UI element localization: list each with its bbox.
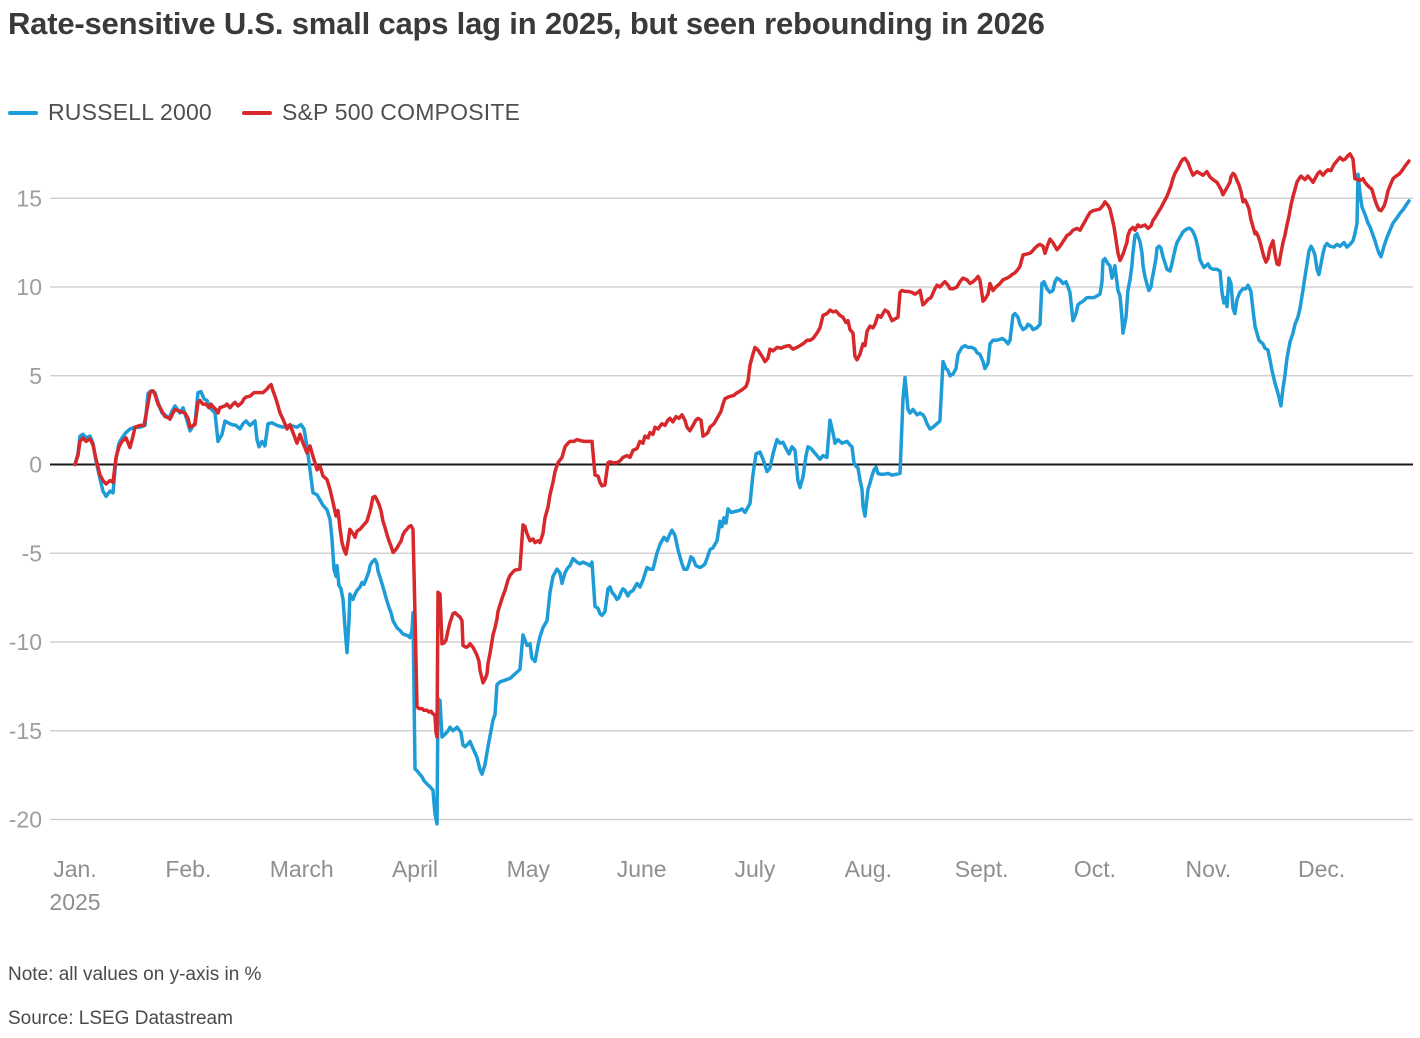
chart-note: Note: all values on y-axis in %	[8, 964, 262, 985]
y-tick-label: 5	[29, 363, 42, 389]
legend-item-sp500-composite: S&P 500 COMPOSITE	[241, 99, 521, 126]
series-line-s-p-500-composite	[73, 152, 1411, 739]
y-tick-label: 15	[16, 185, 42, 211]
russell-2000-line-swatch-icon	[8, 110, 38, 115]
x-tick-label: Jan.	[53, 856, 96, 882]
x-tick-label: Nov.	[1186, 856, 1232, 882]
legend-item-russell-2000: RUSSELL 2000	[8, 99, 212, 126]
x-tick-label: Sept.	[955, 856, 1009, 882]
x-axis-year-label: 2025	[49, 889, 100, 915]
y-tick-label: -10	[9, 629, 42, 655]
x-tick-label: July	[735, 856, 776, 882]
x-tick-label: Feb.	[165, 856, 211, 882]
x-tick-label: Aug.	[845, 856, 892, 882]
legend-label-russell-2000: RUSSELL 2000	[48, 99, 212, 125]
chart-source: Source: LSEG Datastream	[8, 1008, 233, 1029]
y-tick-label: 0	[29, 452, 42, 478]
x-tick-label: March	[270, 856, 334, 882]
x-tick-label: Dec.	[1298, 856, 1345, 882]
x-tick-label: April	[392, 856, 438, 882]
chart-title: Rate-sensitive U.S. small caps lag in 20…	[8, 6, 1045, 41]
sp500-line-swatch-icon	[241, 110, 272, 115]
chart-legend: RUSSELL 2000 S&P 500 COMPOSITE	[8, 99, 520, 126]
x-tick-labels: Jan. Feb. March April May June July Aug. Sept. Oc…	[49, 856, 1345, 915]
legend-label-sp500-composite: S&P 500 COMPOSITE	[281, 99, 521, 125]
y-tick-label: -5	[22, 540, 42, 566]
x-tick-label: Oct.	[1074, 856, 1116, 882]
y-tick-label: -15	[9, 718, 42, 744]
series-line-russell-2000	[73, 172, 1411, 826]
y-gridlines	[50, 197, 1413, 821]
y-tick-labels: 15 10 5 0 -5 -10 -15 -20	[9, 185, 42, 832]
y-tick-label: 10	[16, 274, 42, 300]
x-tick-label: May	[507, 856, 551, 882]
x-tick-label: June	[617, 856, 667, 882]
y-tick-label: -20	[9, 807, 42, 833]
